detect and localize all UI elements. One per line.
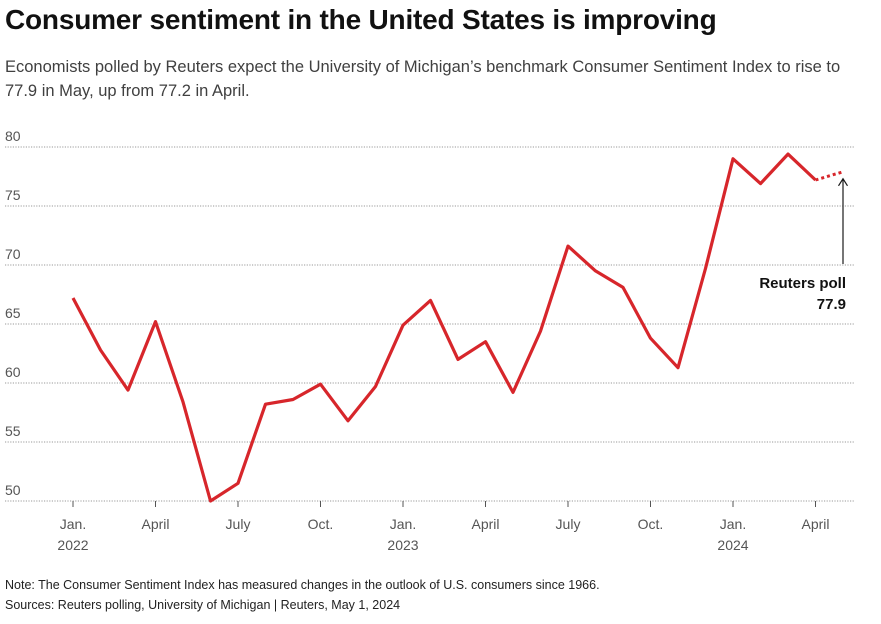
y-tick-label: 65: [5, 305, 21, 321]
y-tick-label: 80: [5, 128, 21, 144]
annotation-label: Reuters poll: [759, 275, 846, 292]
footnote: Note: The Consumer Sentiment Index has m…: [5, 578, 600, 592]
y-tick-label: 70: [5, 246, 21, 262]
chart-title: Consumer sentiment in the United States …: [5, 4, 717, 35]
x-tick-label: Jan.: [720, 516, 746, 532]
x-tick-label: July: [226, 516, 251, 532]
sources-credit: Sources: Reuters polling, University of …: [5, 598, 401, 612]
y-tick-label: 60: [5, 364, 21, 380]
x-tick-label: Oct.: [638, 516, 664, 532]
x-tick-label: Jan.: [60, 516, 86, 532]
y-tick-label: 55: [5, 423, 21, 439]
y-axis-tick-labels: 50 55 60 65 70 75 80: [5, 128, 21, 498]
annotation-value: 77.9: [817, 296, 846, 313]
x-tick-label: April: [471, 516, 499, 532]
chart-subtitle: Economists polled by Reuters expect the …: [5, 58, 841, 100]
gridlines: [5, 146, 855, 502]
x-axis-ticks: Jan. 2022 April July Oct. Jan. 2023 April July Oc…: [57, 501, 830, 553]
x-tick-label: Jan.: [390, 516, 416, 532]
x-tick-label: Oct.: [308, 516, 334, 532]
x-tick-year-label: 2022: [57, 537, 88, 553]
x-tick-label: April: [801, 516, 829, 532]
forecast-dotted-line: [815, 170, 844, 182]
y-tick-label: 75: [5, 187, 21, 203]
series-lines: [71, 152, 844, 503]
x-tick-label: July: [556, 516, 581, 532]
x-tick-label: April: [141, 516, 169, 532]
forecast-annotation: Reuters poll 77.9: [759, 177, 849, 313]
x-tick-year-label: 2024: [717, 537, 748, 553]
sentiment-index-line: [71, 152, 817, 503]
annotation-arrow-head: [837, 177, 849, 187]
y-tick-label: 50: [5, 482, 21, 498]
x-tick-year-label: 2023: [387, 537, 418, 553]
